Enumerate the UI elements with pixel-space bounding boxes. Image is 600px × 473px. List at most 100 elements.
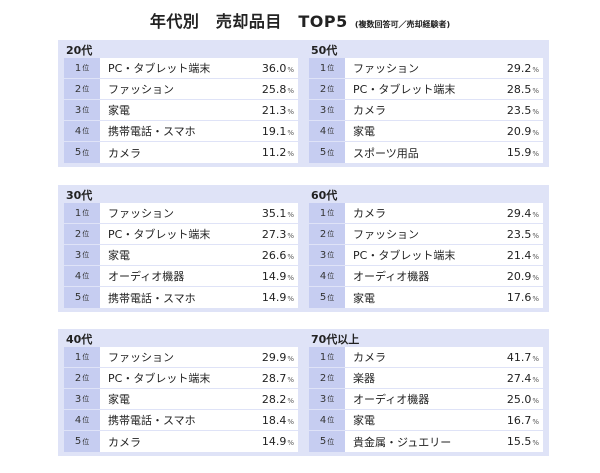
percent-unit: % xyxy=(287,107,294,116)
ranking-row: 1 位ファッション 35.1% xyxy=(64,203,298,224)
ranking-row: 5 位家電 17.6% xyxy=(309,287,543,308)
percent-unit: % xyxy=(287,65,294,74)
rank-number: 4 xyxy=(74,414,82,426)
item-value: 25.0% xyxy=(491,393,543,406)
panel-age-label: 30代 xyxy=(66,189,93,202)
rank-number: 5 xyxy=(319,292,327,303)
percent-unit: % xyxy=(532,295,539,303)
value-number: 41.7 xyxy=(506,350,532,364)
ranking-row: 2 位楽器 27.4% xyxy=(309,368,543,389)
item-value: 41.7% xyxy=(491,351,543,364)
rank-number: 5 xyxy=(74,147,82,158)
item-value: 14.9% xyxy=(246,435,298,448)
ranking-list: 1 位ファッション 29.2% 2 位 PC・タブレット端末 28.5% 3 位カメラ 23.5%… xyxy=(309,58,543,163)
ranking-row: 2 位 PC・タブレット端末 28.7% xyxy=(64,368,298,389)
percent-unit: % xyxy=(532,86,539,95)
rank-number: 2 xyxy=(74,228,82,240)
percent-unit: % xyxy=(287,273,294,282)
panel-age-label: 40代 xyxy=(66,333,93,346)
value-number: 19.1 xyxy=(261,124,287,138)
rank-suffix: 位 xyxy=(82,85,90,93)
value-number: 25.8 xyxy=(261,82,287,96)
rank-suffix: 位 xyxy=(327,374,335,382)
rank-number: 2 xyxy=(74,372,82,384)
value-number: 28.5 xyxy=(506,82,532,96)
ranking-row: 4 位オーディオ機器 20.9% xyxy=(309,266,543,287)
rank-suffix: 位 xyxy=(82,106,90,114)
panel-age-label: 60代 xyxy=(311,189,338,202)
item-value: 15.5% xyxy=(491,435,543,448)
item-value: 29.4% xyxy=(491,207,543,220)
rank-number: 3 xyxy=(74,393,82,405)
value-number: 11.2 xyxy=(261,146,287,159)
ranking-list: 1 位ファッション 29.9% 2 位 PC・タブレット端末 28.7% 3 位家電 28.2% 4… xyxy=(64,347,298,452)
value-number: 28.7 xyxy=(261,371,287,385)
item-value: 11.2% xyxy=(246,146,298,159)
percent-unit: % xyxy=(287,375,294,384)
percent-unit: % xyxy=(287,231,294,240)
value-number: 14.9 xyxy=(261,291,287,304)
value-number: 21.4 xyxy=(506,248,532,262)
chart-title: 年代別 売却品目 TOP5 (複数回答可／売却経験者) xyxy=(0,8,600,32)
rank-suffix: 位 xyxy=(82,148,90,157)
rank-number: 1 xyxy=(74,351,82,363)
item-value: 15.9% xyxy=(491,146,543,159)
rank-suffix: 位 xyxy=(82,272,90,280)
rank-number: 1 xyxy=(74,207,82,219)
percent-unit: % xyxy=(287,150,294,158)
rank-suffix: 位 xyxy=(82,437,90,446)
ranking-row: 4 位携帯電話・スマホ 19.1% xyxy=(64,121,298,142)
ranking-row: 2 位ファッション 23.5% xyxy=(309,224,543,245)
value-number: 14.9 xyxy=(261,435,287,448)
title-main: 年代別 売却品目 TOP5 xyxy=(149,12,348,31)
rank-suffix: 位 xyxy=(327,127,335,135)
percent-unit: % xyxy=(532,150,539,158)
item-value: 14.9% xyxy=(246,291,298,304)
item-name: PC・タブレット端末 xyxy=(353,249,456,262)
ranking-row: 5 位スポーツ用品 15.9% xyxy=(309,142,543,163)
item-value: 28.5% xyxy=(491,83,543,96)
value-number: 29.2 xyxy=(506,61,532,75)
percent-unit: % xyxy=(532,252,539,261)
item-name: ファッション xyxy=(353,228,419,241)
item-name: 家電 xyxy=(108,104,130,117)
rank-number: 4 xyxy=(319,270,327,282)
rank-suffix: 位 xyxy=(82,209,90,217)
ranking-row: 3 位家電 26.6% xyxy=(64,245,298,266)
panel-50s: 50代 1 位ファッション 29.2% 2 位 PC・タブレット端末 28.5% 3 位カメラ 23… xyxy=(303,40,549,167)
rank-number: 3 xyxy=(74,104,82,116)
value-number: 29.9 xyxy=(261,350,287,364)
item-value: 23.5% xyxy=(491,228,543,241)
item-name: PC・タブレット端末 xyxy=(108,228,211,241)
ranking-row: 2 位 PC・タブレット端末 28.5% xyxy=(309,79,543,100)
ranking-row: 1 位ファッション 29.9% xyxy=(64,347,298,368)
value-number: 16.7 xyxy=(506,413,532,427)
rank-suffix: 位 xyxy=(327,209,335,217)
rank-suffix: 位 xyxy=(82,374,90,382)
ranking-row: 3 位 PC・タブレット端末 21.4% xyxy=(309,245,543,266)
rank-number: 4 xyxy=(319,125,327,137)
percent-unit: % xyxy=(287,354,294,363)
ranking-row: 1 位カメラ 41.7% xyxy=(309,347,543,368)
value-number: 20.9 xyxy=(506,124,532,138)
percent-unit: % xyxy=(287,252,294,261)
value-number: 27.3 xyxy=(261,227,287,241)
ranking-row: 4 位家電 20.9% xyxy=(309,121,543,142)
ranking-row: 1 位カメラ 29.4% xyxy=(309,203,543,224)
rank-suffix: 位 xyxy=(327,437,335,446)
ranking-row: 3 位オーディオ機器 25.0% xyxy=(309,389,543,410)
rank-number: 2 xyxy=(319,372,327,384)
rank-suffix: 位 xyxy=(327,106,335,114)
item-name: オーディオ機器 xyxy=(353,270,430,283)
item-value: 26.6% xyxy=(246,249,298,262)
value-number: 25.0 xyxy=(506,392,532,406)
